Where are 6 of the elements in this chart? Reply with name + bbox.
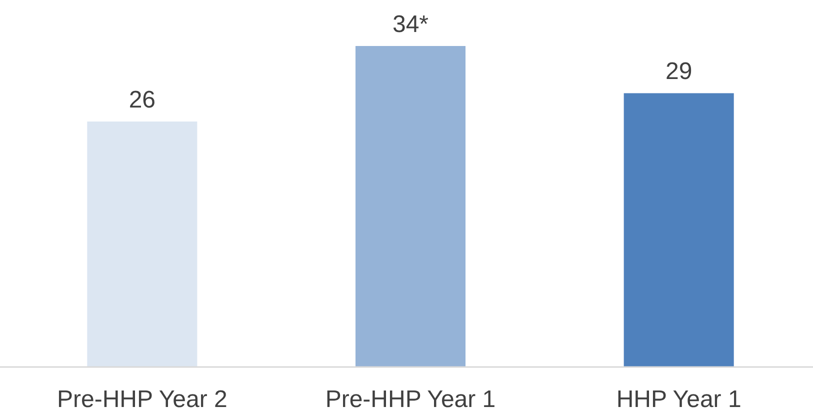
x-tick-label: HHP Year 1 xyxy=(616,386,742,413)
data-label: 29 xyxy=(665,58,692,86)
x-tick-label: Pre-HHP Year 2 xyxy=(57,386,228,413)
x-tick-label: Pre-HHP Year 1 xyxy=(325,386,496,413)
data-label: 34* xyxy=(392,11,429,38)
data-label: 26 xyxy=(128,86,156,114)
